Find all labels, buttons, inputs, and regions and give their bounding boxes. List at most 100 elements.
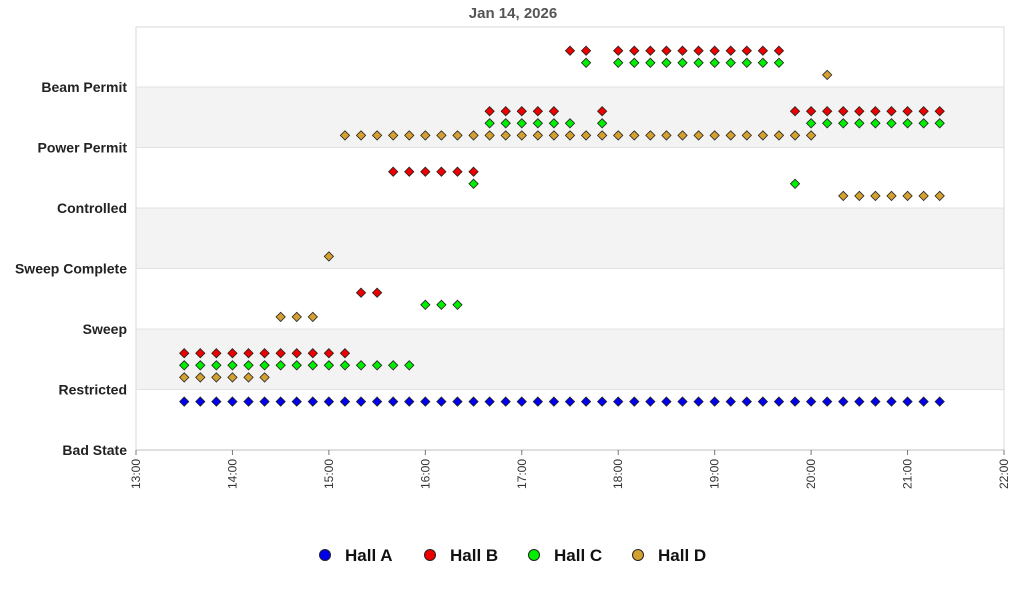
point-hall-a — [741, 396, 752, 407]
point-hall-d — [516, 130, 527, 141]
point-hall-d — [259, 372, 270, 383]
legend-marker-hall-c — [528, 549, 540, 561]
point-hall-d — [388, 130, 399, 141]
point-hall-b — [532, 106, 544, 117]
point-hall-c — [870, 118, 881, 129]
point-hall-c — [613, 57, 624, 68]
point-hall-b — [773, 45, 785, 56]
y-tick-label-beam-permit: Beam Permit — [41, 79, 127, 95]
point-hall-c — [757, 57, 769, 68]
point-hall-b — [934, 106, 945, 117]
point-hall-b — [195, 348, 206, 359]
point-hall-d — [275, 311, 286, 323]
point-hall-d — [195, 372, 206, 383]
point-hall-a — [757, 396, 769, 407]
point-hall-c — [693, 57, 704, 68]
point-hall-b — [822, 106, 833, 117]
point-hall-b — [371, 287, 383, 298]
point-hall-b — [243, 348, 254, 359]
point-hall-a — [580, 396, 592, 407]
point-hall-d — [452, 130, 463, 141]
point-hall-d — [934, 190, 945, 202]
point-hall-d — [596, 130, 608, 141]
point-hall-c — [179, 360, 190, 371]
point-hall-c — [211, 360, 222, 371]
point-hall-d — [757, 130, 769, 141]
y-axis: Bad State Restricted Sweep Sweep Complete Co… — [15, 79, 127, 458]
point-hall-d — [371, 130, 383, 141]
point-hall-a — [179, 396, 190, 407]
point-hall-b — [227, 348, 238, 359]
point-hall-a — [516, 396, 527, 407]
point-hall-d — [838, 190, 849, 202]
legend-marker-hall-d — [632, 549, 644, 561]
point-hall-b — [870, 106, 881, 117]
point-hall-a — [259, 396, 270, 407]
point-hall-b — [693, 45, 704, 56]
legend-label-hall-c: Hall C — [554, 546, 602, 565]
y-tick-label-power-permit: Power Permit — [38, 140, 128, 156]
y-tick-label-restricted: Restricted — [59, 382, 127, 398]
point-hall-b — [388, 166, 399, 177]
point-hall-a — [822, 396, 833, 407]
x-tick-label: 15:00 — [322, 459, 336, 489]
point-hall-b — [404, 166, 415, 177]
point-hall-d — [420, 130, 431, 141]
point-hall-c — [388, 360, 399, 371]
point-hall-d — [661, 130, 672, 141]
chart-title: Jan 14, 2026 — [469, 5, 557, 22]
point-hall-a — [484, 396, 495, 407]
point-hall-b — [516, 106, 527, 117]
point-hall-c — [709, 57, 720, 68]
point-hall-b — [307, 348, 318, 359]
point-hall-b — [484, 106, 495, 117]
point-hall-c — [227, 360, 238, 371]
point-hall-d — [211, 372, 222, 383]
legend-label-hall-b: Hall B — [450, 546, 498, 565]
point-hall-c — [500, 118, 511, 129]
point-hall-c — [902, 118, 913, 129]
point-hall-a — [854, 396, 865, 407]
point-hall-c — [307, 360, 318, 371]
y-tick-label-sweep: Sweep — [83, 321, 127, 337]
x-tick-label: 17:00 — [515, 459, 529, 489]
point-hall-b — [323, 348, 335, 359]
point-hall-c — [259, 360, 270, 371]
point-hall-b — [902, 106, 913, 117]
point-hall-b — [275, 348, 286, 359]
point-hall-c — [548, 118, 560, 129]
point-hall-d — [564, 130, 576, 141]
x-tick-label: 18:00 — [611, 459, 625, 489]
point-hall-b — [725, 45, 736, 56]
point-hall-b — [854, 106, 865, 117]
point-hall-b — [452, 166, 463, 177]
x-tick-label: 19:00 — [708, 459, 722, 489]
point-hall-c — [532, 118, 544, 129]
point-hall-d — [854, 190, 865, 202]
point-hall-a — [613, 396, 624, 407]
point-hall-c — [596, 118, 608, 129]
point-hall-b — [805, 106, 817, 117]
point-hall-c — [355, 360, 367, 371]
point-hall-b — [259, 348, 270, 359]
x-tick-label: 22:00 — [997, 459, 1011, 489]
point-hall-a — [661, 396, 672, 407]
point-hall-d — [645, 130, 656, 141]
point-hall-a — [773, 396, 785, 407]
point-hall-d — [886, 190, 897, 202]
x-tick-label: 14:00 — [225, 459, 239, 489]
point-hall-d — [404, 130, 415, 141]
point-hall-d — [613, 130, 624, 141]
point-hall-a — [339, 396, 351, 407]
point-hall-a — [838, 396, 849, 407]
point-hall-a — [436, 396, 447, 407]
point-hall-c — [195, 360, 206, 371]
point-hall-c — [243, 360, 254, 371]
point-hall-c — [452, 299, 463, 310]
point-hall-d — [629, 130, 640, 141]
point-hall-a — [709, 396, 720, 407]
legend: Hall A Hall B Hall C Hall D — [319, 546, 706, 565]
point-hall-c — [838, 118, 849, 129]
point-hall-d — [677, 130, 688, 141]
